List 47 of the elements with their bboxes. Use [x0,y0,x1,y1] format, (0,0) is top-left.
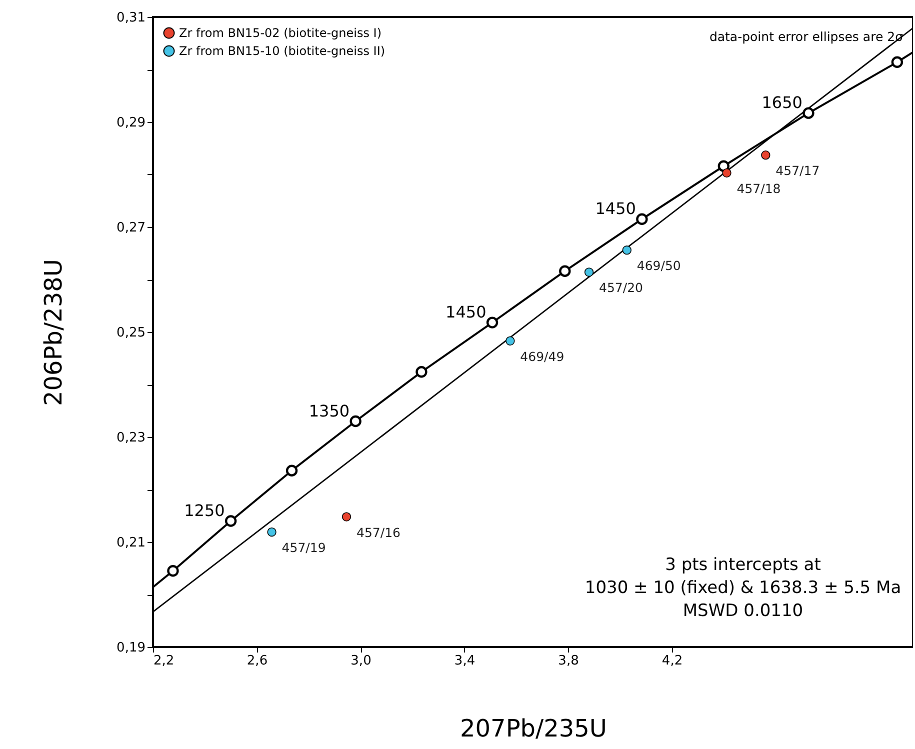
x-tick-label: 3,4 [454,654,476,668]
y-tick-label: 0,25 [116,326,146,340]
annotation: 457/20 [599,280,644,296]
annotation: 457/19 [282,540,326,556]
legend-label: Zr from BN15-02 (biotite-gneiss I) [179,26,382,40]
annotation: 1450 [595,199,636,218]
y-tick-label: 0,31 [116,10,146,26]
annotation: 457/16 [356,524,401,540]
point [722,168,732,178]
point [416,366,428,378]
point [761,150,770,160]
x-tick-label: 3,0 [350,654,372,668]
annotation: 469/50 [636,258,681,274]
annotation: 1250 [184,501,225,520]
x-tick-label: 4,2 [662,654,683,668]
legend-label: Zr from BN15-10 (biotite-gneiss II) [179,44,386,58]
point [286,464,298,476]
point [802,107,814,119]
point [636,213,648,225]
point [584,268,594,277]
point [559,265,571,277]
point [891,56,904,68]
point [506,336,515,346]
point [486,316,498,328]
x-tick-label: 3,8 [558,654,579,668]
annotation: 1450 [446,302,486,322]
point [342,512,352,522]
y-tick-label: 0,29 [116,116,146,130]
x-tick-label: 2,2 [154,654,174,668]
annotation: 3 pts intercepts at 1030 ± 10 (fixed) & 1638.3 ± 5.5 Ma MSWD 0.0110 [584,555,902,621]
y-tick-label: 0,23 [116,430,146,446]
annotation: 457/18 [736,180,781,196]
point [167,565,179,577]
point [224,515,237,527]
y-axis-title: 206Pb/238U [40,259,68,406]
x-axis-title: 207Pb/235U [460,714,607,742]
y-tick-label: 0,27 [116,220,146,236]
annotation: 1650 [762,93,802,112]
x-tick-label: 2,6 [246,654,268,668]
point [622,246,632,255]
annotation: 457/17 [776,163,820,178]
y-tick-label: 0,21 [116,536,146,550]
annotation: 469/49 [520,348,564,364]
point [267,527,276,537]
y-tick-label: 0,19 [116,640,146,656]
annotation: 1350 [308,401,350,420]
point [350,415,362,428]
